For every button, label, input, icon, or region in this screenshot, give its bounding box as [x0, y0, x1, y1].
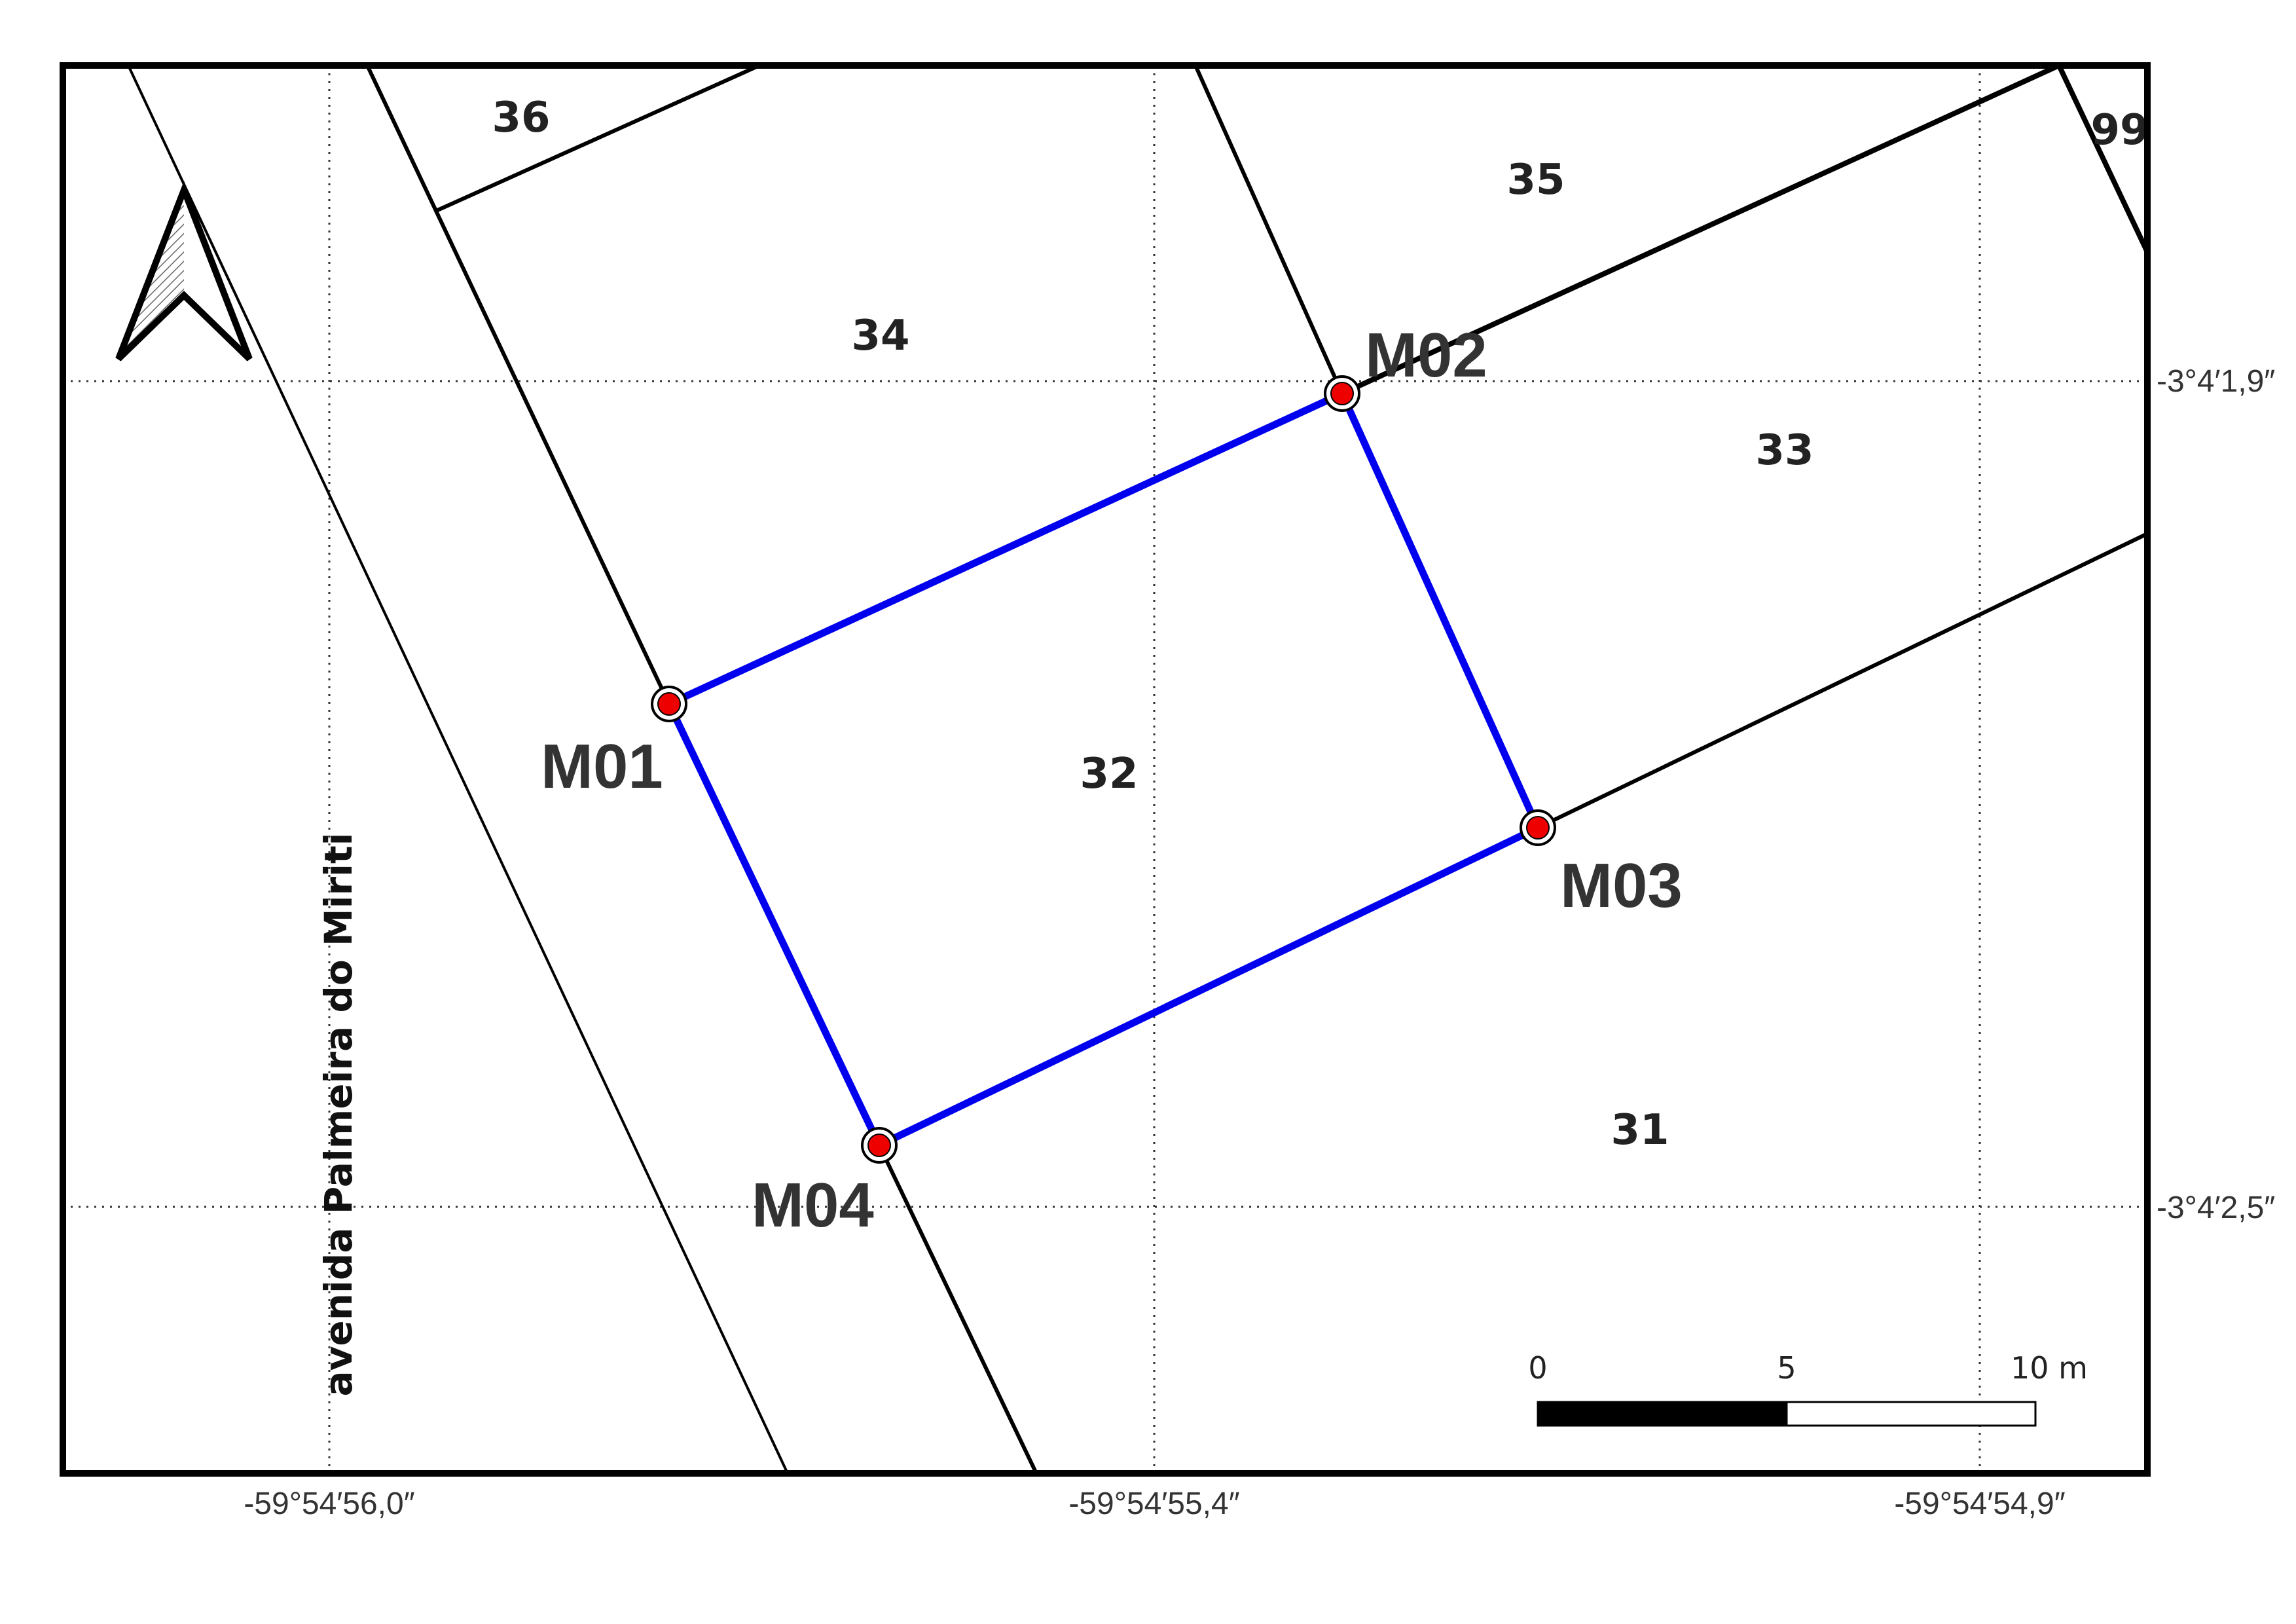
lot-label-99: 99: [2090, 106, 2149, 155]
lot-boundary-line: [2056, 63, 2150, 255]
lot-boundary-line: [1536, 532, 2149, 830]
map-frame-background: [63, 65, 2147, 1473]
marker-point: [1526, 816, 1550, 840]
marker-M04[interactable]: [861, 1127, 898, 1164]
lot-label-31: 31: [1611, 1106, 1669, 1154]
latitude-label-2: -3°4′2,5″: [2157, 1190, 2275, 1225]
scale-label-10m: 10 m: [2011, 1350, 2088, 1386]
lot-boundary-line: [365, 64, 671, 706]
lot-boundary-line: [1194, 64, 1344, 396]
latitude-label-1: -3°4′1,9″: [2157, 364, 2275, 399]
marker-point: [867, 1134, 891, 1157]
lot-label-36: 36: [492, 94, 550, 142]
lot-boundaries: [127, 63, 2150, 1475]
marker-label-M03: M03: [1560, 851, 1683, 921]
lot-boundary-line: [434, 64, 761, 213]
lot-label-32: 32: [1080, 750, 1138, 798]
road-label: avenida Palmeira do Miriti: [316, 832, 361, 1396]
scale-bar-segment-empty: [1785, 1401, 2037, 1427]
scale-label-5: 5: [1777, 1350, 1796, 1386]
lot-label-35: 35: [1506, 156, 1565, 204]
lot-boundary-line: [877, 1143, 1038, 1475]
road-edge-line: [127, 64, 789, 1475]
lot-label-34: 34: [851, 312, 909, 360]
longitude-label-2: -59°54′55,4″: [1068, 1486, 1239, 1521]
map-frame-border: [60, 62, 2151, 1477]
marker-label-M04: M04: [752, 1170, 874, 1240]
scale-bar-segment-filled: [1537, 1401, 1788, 1427]
marker-point: [1330, 382, 1354, 405]
marker-M02[interactable]: [1324, 375, 1360, 412]
marker-M03[interactable]: [1520, 809, 1556, 846]
lot-boundary-line: [1339, 63, 2062, 396]
north-arrow-icon: [115, 181, 253, 361]
marker-point: [657, 692, 681, 716]
lot-label-33: 33: [1755, 426, 1813, 475]
longitude-label-1: -59°54′56,0″: [244, 1486, 414, 1521]
longitude-label-3: -59°54′54,9″: [1894, 1486, 2065, 1521]
coordinate-grid: [63, 65, 2147, 1473]
marker-label-M02: M02: [1365, 320, 1487, 390]
scale-bar: 0 5 10 m: [1528, 1350, 2088, 1427]
scale-label-0: 0: [1528, 1350, 1547, 1386]
marker-label-M01: M01: [541, 731, 663, 802]
marker-M01[interactable]: [651, 686, 687, 722]
